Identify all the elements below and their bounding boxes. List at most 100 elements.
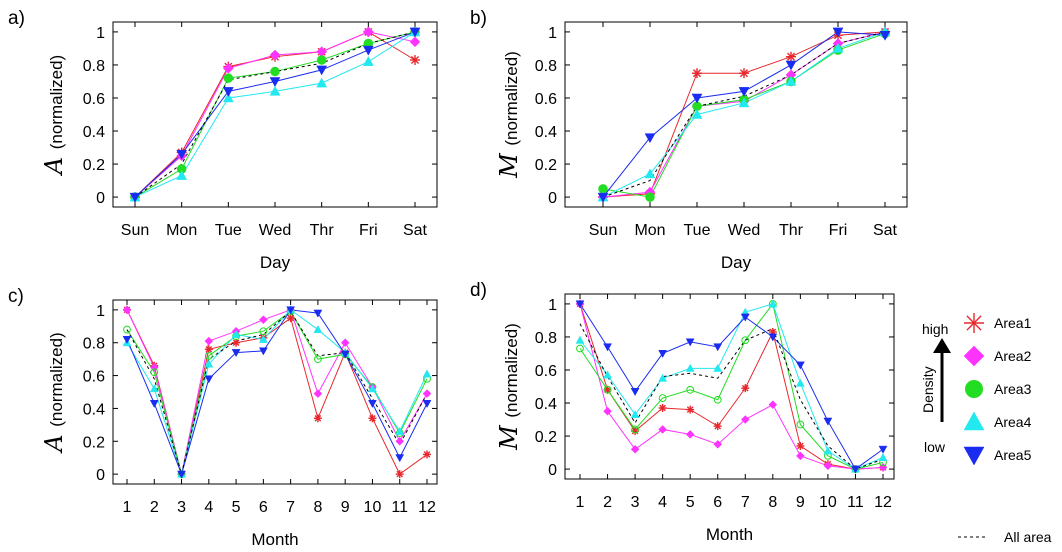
legend-marker-area5 — [963, 446, 985, 466]
data-point-area5 — [603, 343, 612, 352]
series-line-area5 — [579, 303, 884, 470]
legend-marker-area1-stroke — [966, 315, 982, 331]
data-point-area1-stroke — [631, 427, 639, 435]
data-point-area1 — [395, 470, 404, 479]
legend-marker-area2 — [963, 345, 985, 367]
series-line-area5 — [126, 309, 428, 476]
series-line-area1 — [579, 303, 884, 470]
chart-panel-b: 0 0.2 0.4 0.6 0.8 1 Sun Mon Tue Wed Thr Fri Sat Day M … — [470, 8, 908, 272]
data-point-area1 — [686, 405, 695, 414]
data-point-area4 — [832, 42, 844, 53]
x-axis-title: Month — [706, 525, 753, 544]
y-axis-symbol: A — [40, 149, 68, 176]
data-point-area4 — [691, 108, 703, 119]
panel-label: a) — [8, 8, 25, 29]
x-tick-label: Fri — [829, 222, 848, 239]
data-point-area5 — [231, 349, 241, 358]
data-point-area4 — [658, 373, 668, 382]
data-point-area5 — [691, 93, 703, 104]
x-tick-label: 5 — [232, 499, 241, 516]
data-point-area5 — [204, 375, 214, 384]
x-tick-label: 3 — [177, 499, 186, 516]
data-point-area5 — [313, 309, 323, 318]
data-point-area3 — [576, 344, 584, 353]
x-tick-label: 9 — [341, 499, 350, 516]
x-tick-label: 1 — [576, 494, 585, 511]
data-point-area1 — [713, 422, 722, 431]
y-tick-label: 0.4 — [535, 396, 557, 413]
data-point-area2 — [630, 444, 640, 454]
data-point-area2 — [409, 36, 421, 48]
data-point-area1-stroke — [714, 422, 722, 430]
data-point-area3 — [223, 73, 234, 83]
y-tick-label: 0 — [96, 190, 105, 207]
data-point-area4 — [204, 359, 214, 368]
data-point-area2 — [269, 49, 281, 61]
data-point-area2 — [796, 451, 805, 461]
y-tick-label: 0.6 — [83, 369, 105, 386]
data-point-area1-stroke — [423, 451, 431, 458]
data-point-area3 — [314, 355, 322, 364]
data-point-area2 — [823, 461, 833, 471]
y-tick-label: 1 — [96, 303, 105, 320]
data-point-area3 — [796, 420, 805, 429]
data-point-area5 — [368, 400, 377, 409]
data-point-area1-stroke — [232, 339, 240, 347]
data-point-area1-stroke — [692, 69, 702, 78]
y-axis-title: M (normalized) — [495, 323, 523, 451]
data-point-area5 — [122, 335, 132, 344]
legend-marker-area1 — [964, 313, 984, 333]
x-tick-label: 2 — [603, 494, 612, 511]
data-point-area5 — [422, 400, 432, 409]
data-point-area5 — [340, 350, 350, 359]
data-point-area1-stroke — [786, 52, 796, 61]
legend-high-label: high — [922, 321, 948, 337]
x-tick-label: 11 — [847, 494, 864, 511]
data-point-area5 — [258, 347, 268, 356]
legend-marker-area3 — [965, 380, 983, 398]
legend-density-label: Density — [920, 366, 936, 413]
y-tick-label: 0.6 — [535, 91, 557, 108]
y-axis-symbol: M — [495, 146, 523, 179]
y-tick-label: 0.4 — [535, 124, 557, 141]
y-tick-label: 0.8 — [535, 58, 557, 75]
series-line-area3 — [602, 33, 886, 198]
data-point-area5 — [286, 306, 296, 315]
data-point-area2 — [340, 338, 350, 348]
data-point-area5 — [269, 77, 281, 87]
data-point-area1-stroke — [369, 414, 376, 422]
legend-label-area1: Area1 — [994, 315, 1032, 331]
x-tick-label: 12 — [418, 499, 436, 516]
data-point-area1-stroke — [396, 470, 404, 478]
data-point-area5 — [395, 454, 405, 463]
data-point-area1 — [232, 338, 241, 347]
data-point-area5 — [851, 465, 860, 474]
y-tick-label: 0.2 — [83, 434, 105, 451]
data-point-area2 — [259, 315, 268, 325]
data-point-area3 — [631, 425, 639, 434]
data-point-area1 — [741, 384, 750, 393]
y-axis-text: (normalized) — [502, 51, 521, 145]
data-point-area4 — [878, 453, 888, 461]
x-tick-label: Mon — [166, 222, 197, 239]
data-point-area1 — [658, 403, 667, 412]
data-point-area5 — [713, 343, 723, 352]
data-point-area1 — [603, 385, 612, 394]
series-line-area3 — [579, 302, 884, 470]
data-point-area5 — [129, 192, 141, 203]
y-axis-text: (normalized) — [47, 55, 66, 149]
y-tick-label: 1 — [548, 25, 557, 42]
x-tick-label: Wed — [728, 222, 761, 239]
data-point-area1-stroke — [686, 406, 694, 413]
x-axis-title: Day — [260, 253, 291, 272]
data-point-area3 — [645, 192, 655, 202]
x-tick-label: Tue — [684, 222, 711, 239]
data-point-area3 — [741, 336, 750, 345]
data-point-area3 — [686, 385, 695, 394]
x-tick-label: 7 — [741, 494, 750, 511]
data-point-area5 — [768, 333, 778, 342]
panel-label: c) — [8, 286, 24, 307]
data-point-area4 — [313, 325, 323, 334]
